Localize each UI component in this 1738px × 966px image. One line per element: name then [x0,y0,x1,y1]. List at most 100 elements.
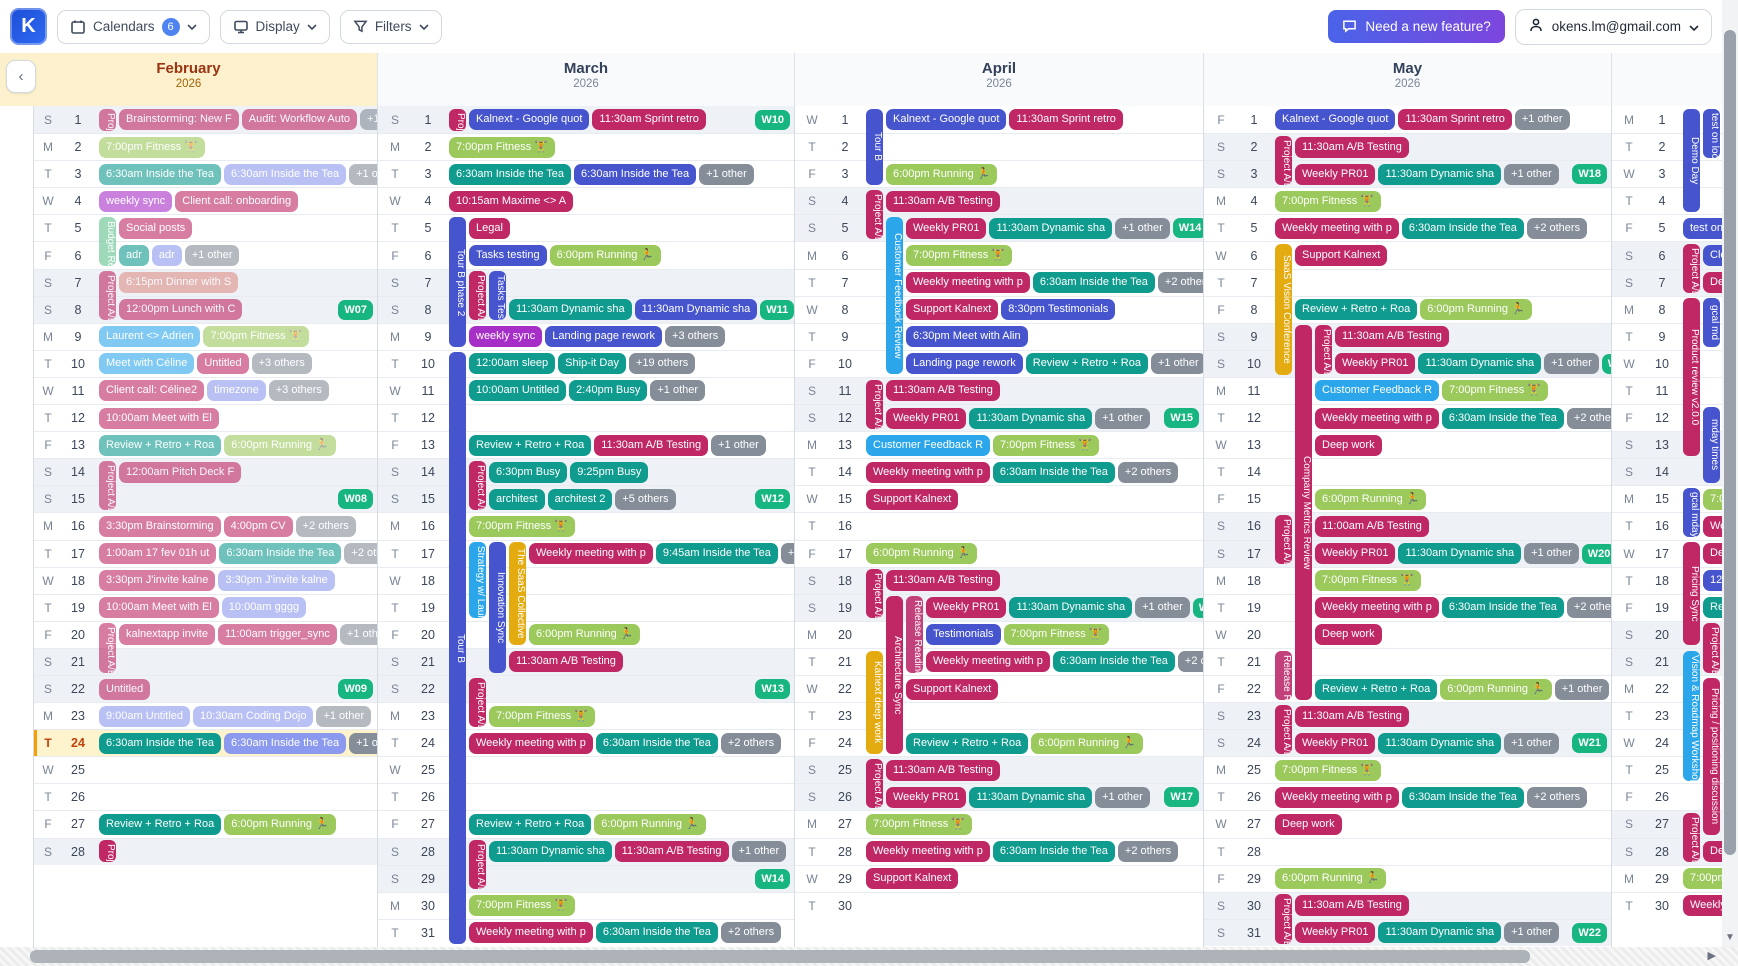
day-row[interactable]: T 3 6:30am Inside the Tea 6:30am Inside the… [34,160,377,188]
day-row[interactable]: T 14 Weekly meeting with p 6:30am Inside th… [795,458,1203,486]
event-chip[interactable]: 11:00am trigger_sync [217,624,337,646]
event-chip[interactable]: Customer Feedback R [866,434,991,456]
day-row[interactable]: F 22 Review + Retro + Roa 6:00pm Running 🏃 +… [1204,674,1611,703]
event-chip[interactable]: 6:00pm Running 🏃 [1440,678,1552,700]
day-row[interactable]: W 1 Kalnext - Google quot 11:30am Sprint re… [795,106,1203,134]
day-row[interactable]: T 28 [1204,837,1611,865]
day-row[interactable]: W 11 10:00am Untitled 2:40pm Busy +1 other [378,376,794,405]
day-row[interactable]: M 27 7:00pm Fitness 🏋️ [795,810,1203,838]
day-row[interactable]: M 2 7:00pm Fitness 🏋️ [378,133,794,161]
more-events-chip[interactable]: +2 others [1157,272,1203,294]
day-row[interactable]: S 4 11:30am A/B Testing [795,187,1203,215]
day-row[interactable]: S 16 11:00am A/B Testing [1204,512,1611,540]
day-row[interactable]: M 30 7:00pm Fitness 🏋️ [378,891,794,919]
event-chip[interactable]: Review + Retro + Roa [1295,299,1418,321]
event-chip[interactable]: Untitled [99,678,151,700]
event-chip[interactable]: Audit: Workflow Auto [241,109,358,131]
day-row[interactable]: T 5 Legal [378,214,794,242]
event-chip[interactable]: 6:30am Inside the Tea [99,163,222,185]
day-row[interactable]: T 21 Weekly meeting with p 6:30am Inside th… [795,647,1203,675]
multiday-event-bar[interactable]: Project A/B [1275,515,1292,565]
event-chip[interactable]: Support Kalnext [866,868,959,890]
more-events-chip[interactable]: +2 others [720,922,782,944]
event-chip[interactable]: 6:30am Inside the Tea [224,732,347,754]
event-chip[interactable]: kalnextapp invite [119,624,215,646]
day-row[interactable]: W 10 [1612,349,1722,377]
day-row[interactable]: W 15 Support Kalnext [795,485,1203,513]
event-chip[interactable]: 11:30am Dynamic sha [1418,353,1542,375]
event-chip[interactable]: 7:00pm Fitness 🏋️ [99,136,205,158]
day-row[interactable]: T 5 Weekly meeting with p 6:30am Inside the… [1204,214,1611,242]
day-row[interactable]: W 8 Support Kalnext 8:30pm Testimonials [795,295,1203,323]
day-row[interactable]: T 24 Weekly meeting with p 6:30am Inside th… [378,729,794,757]
event-chip[interactable]: 6:30pm Busy [489,461,568,483]
event-chip[interactable]: 6:30am Inside the Tea [1401,786,1524,808]
multiday-event-bar[interactable]: Project A/B [469,677,486,727]
multiday-event-bar[interactable]: Pricing / positioning discussion [1703,677,1720,836]
day-row[interactable]: F 19 Review + [1612,593,1722,621]
event-chip[interactable]: 6:00pm Running 🏃 [1315,488,1427,510]
day-row[interactable]: W 25 [34,756,377,784]
event-chip[interactable]: Weekly meeting with p [1275,786,1399,808]
day-row[interactable]: T 18 12:30pm [1612,566,1722,594]
day-row[interactable]: S 10 Weekly PR01 11:30am Dynamic sha +1 othe… [1204,349,1611,377]
event-chip[interactable]: 6:00pm Running 🏃 [1031,732,1143,754]
multiday-event-bar[interactable]: Demo Day [1683,108,1700,212]
day-row[interactable]: M 9 Laurent <> Adrien 7:00pm Fitness 🏋️ [34,322,377,350]
event-chip[interactable]: 11:30am A/B Testing [886,570,1000,592]
event-chip[interactable]: Review + Retro + Roa [469,434,592,456]
day-row[interactable]: F 10 Landing page rework Review + Retro + R… [795,349,1203,377]
event-chip[interactable]: 11:30am A/B Testing [886,380,1000,402]
day-row[interactable]: S 14 6:30pm Busy 9:25pm Busy [378,458,794,486]
day-row[interactable]: M 13 Customer Feedback R 7:00pm Fitness 🏋️ [795,431,1203,459]
day-row[interactable]: T 3 6:30am Inside the Tea 6:30am Inside the… [378,160,794,188]
day-row[interactable]: F 17 6:00pm Running 🏃 [795,539,1203,567]
event-chip[interactable]: 3:30pm Brainstorming [99,515,221,537]
event-chip[interactable]: Social posts [119,217,193,239]
day-row[interactable]: S 15 architest architest 2 +5 others W12 [378,485,794,513]
day-row[interactable]: S 7 6:15pm Dinner with S [34,268,377,296]
day-row[interactable]: T 30 Weekly meetin [1612,891,1722,919]
day-row[interactable]: F 1 Kalnext - Google quot 11:30am Sprint re… [1204,106,1611,134]
multiday-event-bar[interactable]: Release Readiness [1275,650,1292,700]
day-row[interactable]: T 11 [1612,376,1722,405]
event-chip[interactable]: 6:00pm Running 🏃 [886,163,998,185]
event-chip[interactable]: 6:30am Inside the Tea [224,163,347,185]
event-chip[interactable]: 10:00am Untitled [469,380,567,402]
event-chip[interactable]: 6:00pm Running 🏃 [224,813,336,835]
day-row[interactable]: S 17 Weekly PR01 11:30am Dynamic sha +1 othe… [1204,539,1611,567]
event-chip[interactable]: weekly sync [99,190,173,212]
day-row[interactable]: T 12 Weekly meeting with p 6:30am Inside th… [1204,404,1611,432]
multiday-event-bar[interactable]: Project A/B [866,189,883,239]
event-chip[interactable]: 6:30am Inside the Tea [1032,272,1155,294]
event-chip[interactable]: Support Kalnext [1295,245,1388,267]
event-chip[interactable]: Deep work [1275,813,1342,835]
event-chip[interactable]: 12:00pm Lunch with C [119,299,243,321]
day-row[interactable]: W 11 Client call: Céline2 timezone +3 others [34,376,377,405]
multiday-event-bar[interactable]: Project A/B [1275,704,1292,754]
event-chip[interactable]: 11:30am A/B Testing [1295,895,1409,917]
day-row[interactable]: T 5 Social posts [34,214,377,242]
multiday-event-bar[interactable]: Project A/B [469,460,486,510]
multiday-event-bar[interactable]: Project A/B [99,840,116,863]
day-row[interactable]: S 11 11:30am A/B Testing [795,376,1203,405]
more-events-chip[interactable]: +1 other [699,163,754,185]
day-row[interactable]: T 26 [34,783,377,811]
event-chip[interactable]: 10:00am Meet with El [99,597,219,619]
day-row[interactable]: F 27 Review + Retro + Roa 6:00pm Running 🏃 [378,810,794,838]
more-events-chip[interactable]: +3 others [268,380,329,402]
event-chip[interactable]: Laurent <> Adrien [99,326,201,348]
more-events-chip[interactable]: +2 others [1177,651,1203,673]
day-row[interactable]: M 11 Customer Feedback R 7:00pm Fitness 🏋️ [1204,376,1611,405]
event-chip[interactable]: 6:00pm Running 🏃 [1420,299,1532,321]
day-row[interactable]: F 6 adr adr +1 other [34,241,377,269]
event-chip[interactable]: 7:00pm Fitnes [1683,868,1722,890]
day-row[interactable]: T 17 Weekly meeting with p 9:45am Inside th… [378,539,794,567]
day-row[interactable]: W 22 Support Kalnext [795,674,1203,703]
more-events-chip[interactable]: +2 others [1566,597,1611,619]
day-row[interactable]: M 2 7:00pm Fitness 🏋️ [34,133,377,161]
more-events-chip[interactable]: +2 others [1566,407,1611,429]
multiday-event-bar[interactable]: Project A/B [1703,623,1720,673]
more-events-chip[interactable]: +1 other [184,245,240,267]
